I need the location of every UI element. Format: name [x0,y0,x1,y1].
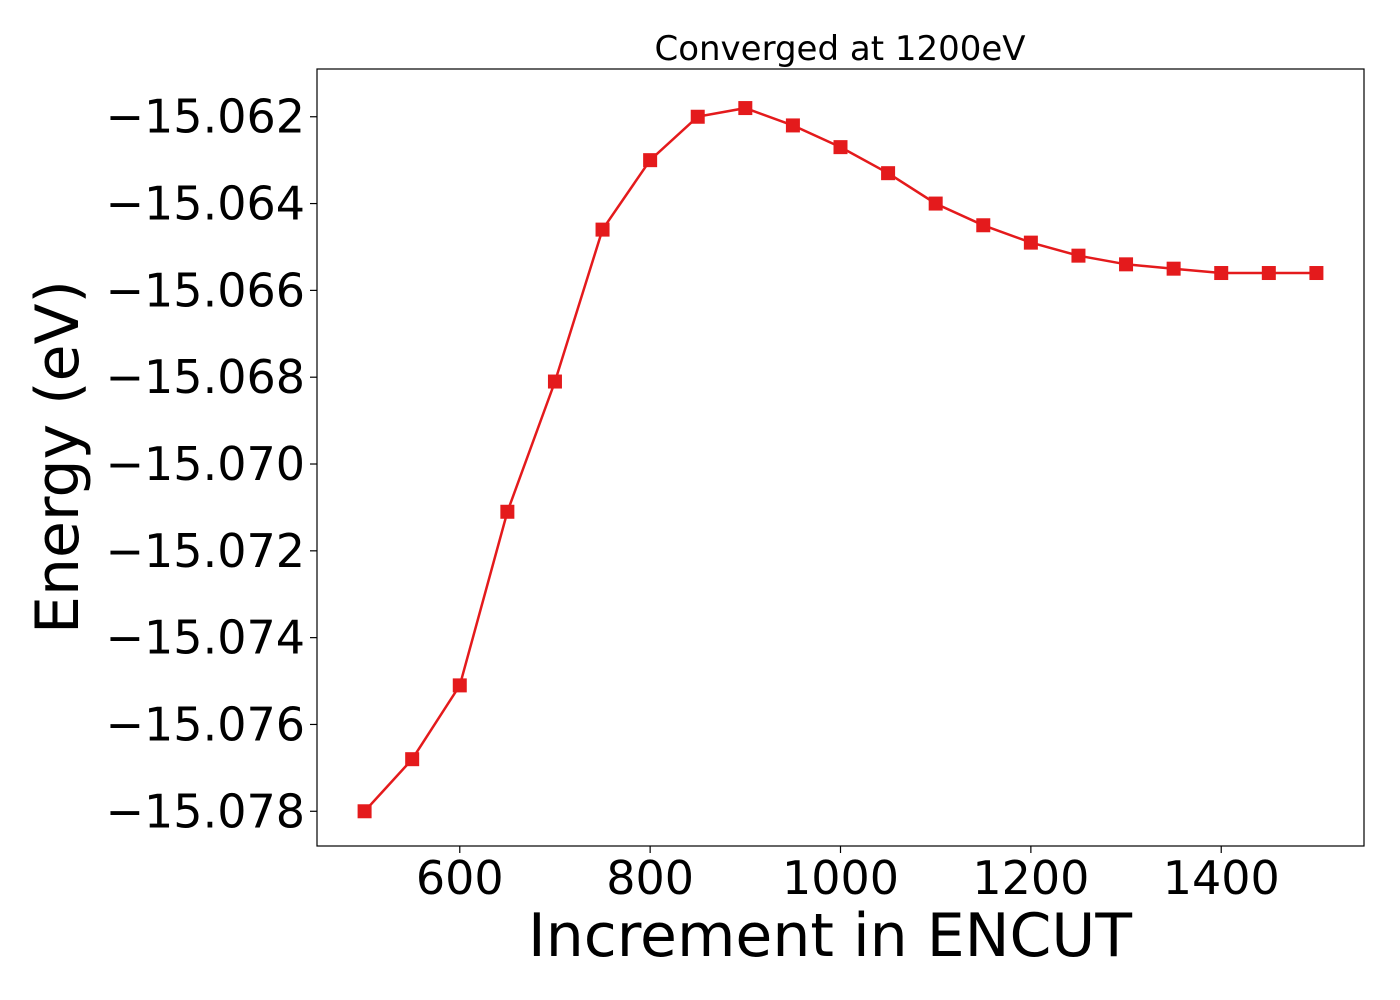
x-axis-title: Increment in ENCUT [528,901,1132,971]
y-axis-title: Energy (eV) [23,280,93,634]
x-tick-label: 1400 [1163,851,1280,905]
x-tick-label: 1000 [782,851,899,905]
data-point [928,196,943,211]
y-tick-label: −15.068 [106,350,306,404]
y-tick-label: −15.070 [106,437,306,491]
data-point [1166,261,1181,276]
series-line [363,106,1317,813]
data-point [1309,266,1324,281]
series-layer [357,101,1324,819]
x-axis-ticks: 600 800 1000 1200 1400 [416,846,1280,905]
y-tick-label: −15.078 [106,784,306,838]
data-point [785,118,800,133]
data-point [405,752,420,767]
data-point [500,504,515,519]
data-point [547,374,562,389]
data-point [738,101,753,116]
y-tick-label: −15.076 [106,697,306,751]
data-point [1261,266,1276,281]
data-point [881,166,896,181]
x-tick-label: 600 [416,851,504,905]
x-tick-label: 1200 [972,851,1089,905]
y-tick-label: −15.066 [106,263,306,317]
data-point [595,222,610,237]
data-point [690,109,705,124]
y-tick-label: −15.064 [106,177,306,231]
data-point [357,804,372,819]
data-point [643,153,658,168]
data-point [1119,257,1134,272]
data-point [1071,248,1086,263]
y-axis-ticks: −15.078 −15.076 −15.074 −15.072 −15.070 −15.0… [106,90,317,838]
y-tick-label: −15.072 [106,524,306,578]
data-point [1214,266,1229,281]
y-tick-label: −15.062 [106,90,306,144]
data-point [976,218,991,233]
data-point [1023,235,1038,250]
y-tick-label: −15.074 [106,611,306,665]
data-point [833,140,848,155]
plot-area-frame [316,68,1365,847]
chart-title: Converged at 1200eV [654,29,1025,69]
x-tick-label: 800 [606,851,694,905]
data-point [452,678,467,693]
